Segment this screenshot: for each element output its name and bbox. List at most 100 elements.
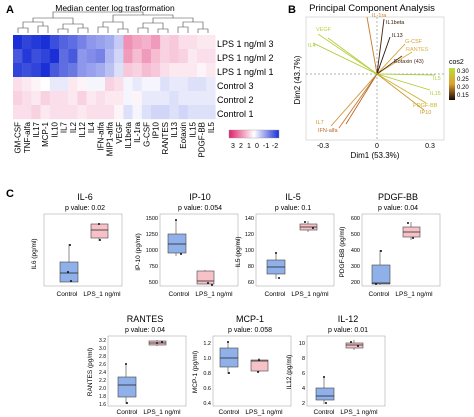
heatmap-column-label: IL-1ra xyxy=(133,121,142,142)
boxplot-title: IL-5 xyxy=(285,192,301,202)
heatmap-cell xyxy=(160,105,170,120)
pca-arrow xyxy=(376,73,427,104)
boxplot-y-label: RANTES (pg/ml) xyxy=(87,348,94,396)
heatmap-cell xyxy=(77,91,87,106)
heatmap-cell xyxy=(132,49,142,64)
heatmap-dendrogram xyxy=(17,11,209,33)
boxplot-group-label: LPS_1 ng/ml xyxy=(143,409,181,416)
heatmap-cell xyxy=(169,35,179,50)
pca-frame xyxy=(305,16,445,141)
box-control xyxy=(219,347,239,368)
box-control xyxy=(167,233,187,254)
pca-label: VEGF xyxy=(316,27,332,33)
pca-x-tick: 0.3 xyxy=(425,143,435,150)
heatmap-cell xyxy=(178,63,188,78)
pca-arrow xyxy=(338,73,378,129)
heatmap-row-label: LPS 1 ng/ml 3 xyxy=(217,39,274,49)
heatmap-cell xyxy=(178,35,188,50)
boxplot-pvalue: p value: 0.1 xyxy=(275,205,311,212)
heatmap-cell xyxy=(68,91,78,106)
boxplot-pvalue: p value: 0.02 xyxy=(65,205,105,212)
heatmap-column-label: IL10 xyxy=(50,121,59,137)
pca-label: IL15 xyxy=(430,91,441,97)
boxplot-y-tick: 2.8 xyxy=(99,354,106,360)
heatmap-cell xyxy=(187,105,198,120)
heatmap-cell xyxy=(31,105,41,120)
heatmap-cell xyxy=(132,105,142,120)
boxplot-y-tick: 2.2 xyxy=(99,378,106,384)
heatmap-cell xyxy=(206,35,216,50)
pca-arrow xyxy=(376,55,403,75)
boxplot-title: PDGF-BB xyxy=(378,192,418,202)
boxplot-y-label: IP-10 (pg/ml) xyxy=(135,233,142,271)
heatmap-cell xyxy=(77,77,87,92)
heatmap-legend-tick: 1 xyxy=(247,143,251,150)
boxplot-group-label: Control xyxy=(219,409,241,416)
heatmap-cell xyxy=(40,63,50,78)
heatmap-cell xyxy=(160,77,170,92)
boxplot-group-label: Control xyxy=(265,291,287,298)
heatmap-cell xyxy=(40,77,50,92)
heatmap-cell xyxy=(22,91,32,106)
pca-legend-tick: 0.20 xyxy=(457,85,469,91)
heatmap-column-label: Eotaxin xyxy=(179,122,188,149)
heatmap-legend-tick: 0 xyxy=(255,143,259,150)
pca-legend-tick: 0.25 xyxy=(457,77,469,83)
heatmap-cell xyxy=(31,77,41,92)
heatmap-cell xyxy=(123,35,133,50)
heatmap-cell xyxy=(123,91,133,106)
boxplot-y-tick: 140 xyxy=(245,216,254,222)
boxplot-title: RANTES xyxy=(127,314,164,324)
boxplot-group-label: LPS_1 ng/ml xyxy=(395,291,433,298)
pca-legend-bar xyxy=(449,68,455,100)
boxplot-y-tick: 3.0 xyxy=(99,346,106,352)
heatmap-cell xyxy=(31,91,41,106)
boxplot-y-tick: 6 xyxy=(302,371,305,377)
heatmap-cell xyxy=(22,49,32,64)
boxplot-y-tick: 1.2 xyxy=(203,341,211,347)
heatmap-cell xyxy=(13,35,23,50)
heatmap-cell xyxy=(31,49,41,64)
boxplot-il5: IL-5 p value: 0.1 60 80 100 120 140 IL5 … xyxy=(235,192,335,298)
heatmap-cell xyxy=(86,63,96,78)
heatmap-cell xyxy=(105,35,115,50)
heatmap-cell xyxy=(49,35,60,50)
heatmap-cell xyxy=(68,63,78,78)
boxplot-y-tick: 2.6 xyxy=(99,362,106,368)
heatmap-cell xyxy=(77,35,87,50)
boxplot-group-label: LPS_1 ng/ml xyxy=(195,291,233,298)
boxplot-y-tick: 10 xyxy=(299,341,305,347)
pca-labels: IL-1ra IL1beta IL13 G-CSF RANTES Eotaxin… xyxy=(308,13,441,134)
boxplot-group-label: LPS_1 ng/ml xyxy=(291,291,329,298)
heatmap-cell xyxy=(22,63,32,78)
pca-arrow xyxy=(330,73,378,127)
boxplot-group-label: LPS_1 ng/ml xyxy=(340,409,378,416)
box-lps xyxy=(345,342,364,349)
pca-arrow xyxy=(345,73,378,125)
heatmap-column-label: G-CSF xyxy=(142,122,151,147)
boxplot-y-label: MCP-1 (pg/ml) xyxy=(192,351,199,393)
boxplot-pvalue: p value: 0.04 xyxy=(378,205,418,212)
heatmap-legend-tick: 2 xyxy=(239,143,243,150)
boxplot-y-tick: 0.8 xyxy=(203,371,211,377)
heatmap-column-label: IP10 xyxy=(152,121,161,138)
heatmap-cell xyxy=(105,105,115,120)
heatmap-column-label: IL12 xyxy=(78,121,87,137)
boxplot-il12: IL-12 p value: 0.01 10 8 6 4 2 IL12 (pg/… xyxy=(286,314,386,416)
heatmap-cell xyxy=(160,63,170,78)
box-lps xyxy=(196,270,215,285)
heatmap-cell xyxy=(95,49,106,64)
boxplot-y-tick: 1250 xyxy=(146,232,158,238)
boxplot-y-tick: 200 xyxy=(351,280,360,286)
panel-letter-b: B xyxy=(288,4,296,16)
heatmap-column-label: IL7 xyxy=(60,121,69,133)
boxplot-rantes: RANTES p value: 0.04 3.2 3.0 2.8 2.6 2.4… xyxy=(87,314,187,416)
heatmap-cell xyxy=(13,63,23,78)
heatmap-cell xyxy=(160,91,170,106)
heatmap-cell xyxy=(169,49,179,64)
heatmap-cell xyxy=(187,91,198,106)
boxplot-pvalue: p value: 0.058 xyxy=(228,327,272,334)
boxplot-y-label: PDGF-BB (pg/ml) xyxy=(339,227,346,278)
heatmap-column-label: RANTES xyxy=(161,122,170,154)
heatmap-cell xyxy=(141,35,152,50)
